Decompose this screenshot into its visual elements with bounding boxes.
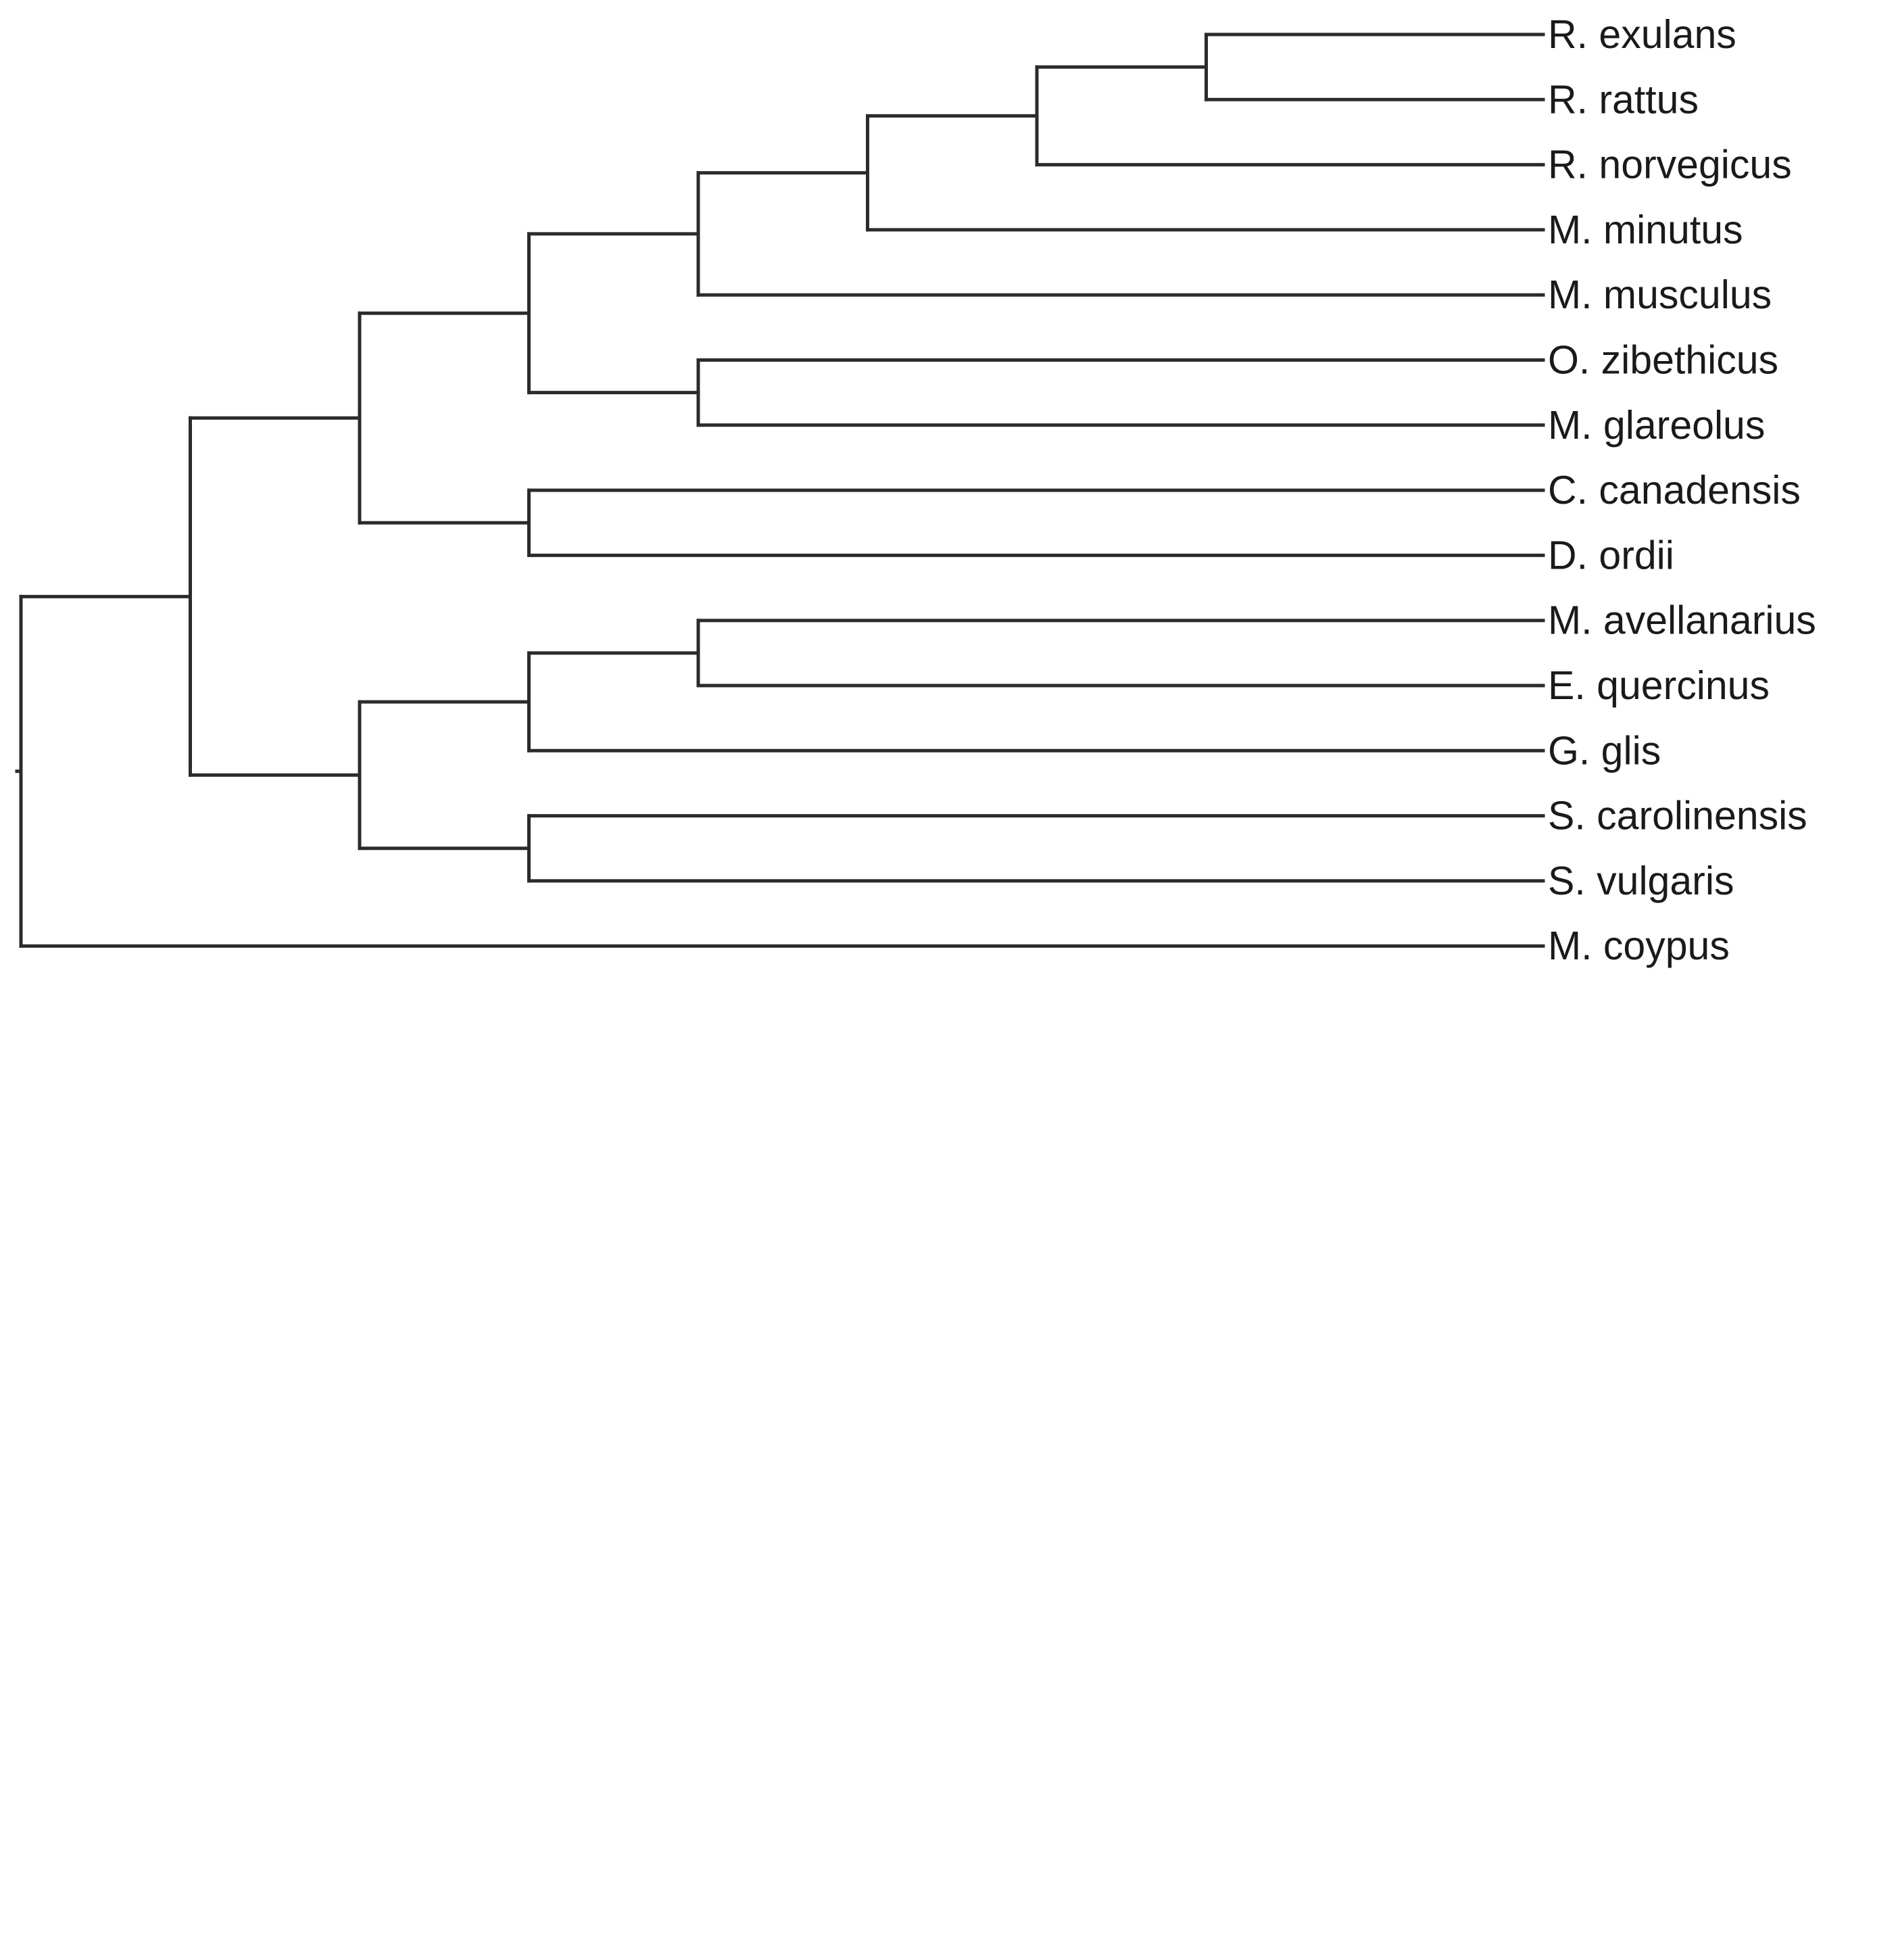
leaf-label: R. exulans: [1548, 12, 1736, 57]
leaf-label: M. musculus: [1548, 272, 1772, 317]
leaf-label: C. canadensis: [1548, 468, 1801, 512]
leaf-label: D. ordii: [1548, 533, 1674, 577]
leaf-label: E. quercinus: [1548, 663, 1770, 708]
leaf-label: O. zibethicus: [1548, 338, 1778, 383]
leaf-label: M. minutus: [1548, 208, 1743, 252]
leaf-labels: R. exulans R. rattus R. norvegicus M. minut…: [1548, 12, 1816, 968]
leaf-label: R. norvegicus: [1548, 143, 1792, 187]
leaf-label: M. avellanarius: [1548, 598, 1816, 643]
leaf-label: M. glareolus: [1548, 403, 1765, 448]
leaf-label: G. glis: [1548, 728, 1661, 773]
leaf-label: M. coypus: [1548, 924, 1730, 968]
leaf-label: S. vulgaris: [1548, 859, 1734, 903]
tree-branches: [15, 32, 1545, 948]
leaf-label: S. carolinensis: [1548, 794, 1807, 838]
leaf-label: R. rattus: [1548, 77, 1699, 122]
